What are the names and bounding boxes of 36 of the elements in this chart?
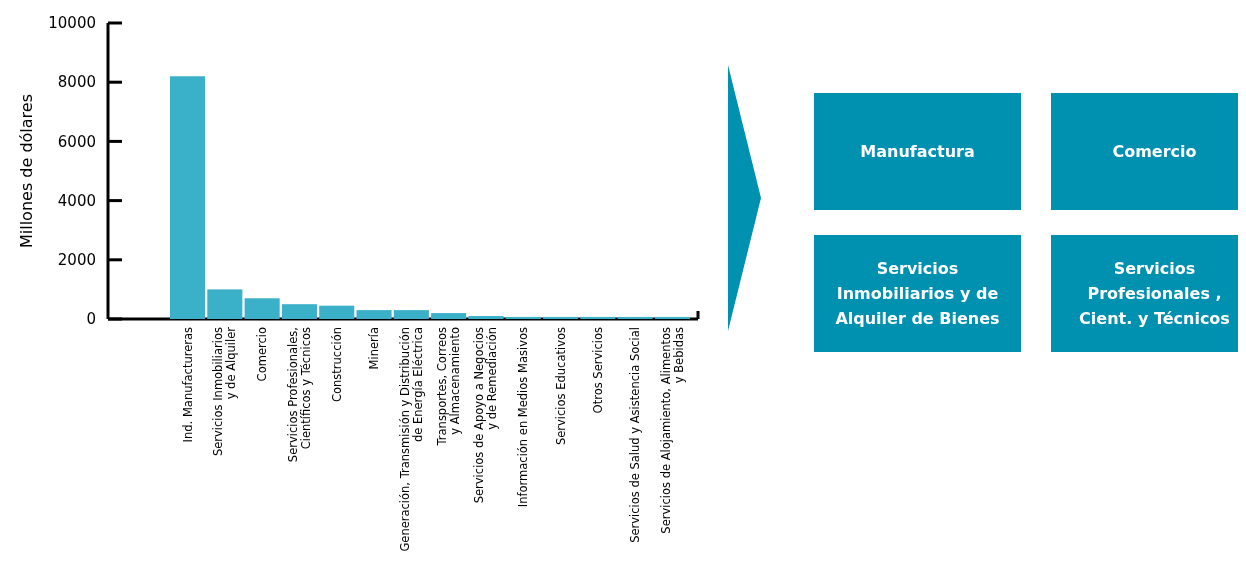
x-tick-label: Servicios Educativos: [553, 327, 568, 446]
y-tick-label: 8000: [57, 73, 96, 92]
y-tick-label: 2000: [57, 251, 96, 270]
text: Servicios Profesionales , Cient. y Técnicos: [1079, 259, 1230, 329]
y-tick-label: 0: [86, 310, 96, 329]
text: Servicios Inmobiliarios y de Alquiler de Bienes: [835, 259, 1000, 329]
bar: [207, 289, 243, 319]
bar: [356, 310, 392, 319]
bar: [393, 310, 429, 319]
text: Comercio: [1112, 142, 1197, 162]
x-tick-label: Ind. Manufactureras: [180, 327, 195, 443]
y-tick-label: 6000: [57, 132, 96, 151]
bar: [244, 298, 280, 319]
x-tick-label: Servicios de Salud y Asistencia Social: [628, 327, 643, 543]
bar: [617, 316, 653, 319]
y-axis-title: Millones de dólares: [17, 93, 36, 249]
x-tick-label: Otros Servicios: [590, 327, 605, 414]
bar: [431, 313, 467, 319]
x-tick-label: Construcción: [329, 327, 344, 403]
y-tick-label: 4000: [57, 191, 96, 210]
x-tick-label: Servicios de Alojamiento, Alimentos y Bebidas: [658, 327, 686, 534]
bar: [580, 316, 616, 319]
y-tick-label: 10000: [48, 14, 96, 33]
bar: [170, 76, 206, 319]
x-tick-label: Información en Medios Masivos: [516, 327, 531, 508]
bar: [319, 305, 355, 319]
bar: [281, 304, 317, 319]
bar: [468, 316, 504, 319]
x-tick-label: Generación, Transmisión y Distribución de Energía Eléctrica: [397, 327, 425, 552]
bar: [505, 316, 541, 319]
x-tick-label: Comercio: [255, 327, 270, 382]
bar: [654, 316, 690, 319]
x-tick-label: Servicios Inmobiliarios y de Alquiler: [211, 326, 239, 457]
bar: [543, 316, 579, 319]
text: Manufactura: [860, 142, 975, 162]
x-tick-label: Minería: [367, 327, 382, 370]
